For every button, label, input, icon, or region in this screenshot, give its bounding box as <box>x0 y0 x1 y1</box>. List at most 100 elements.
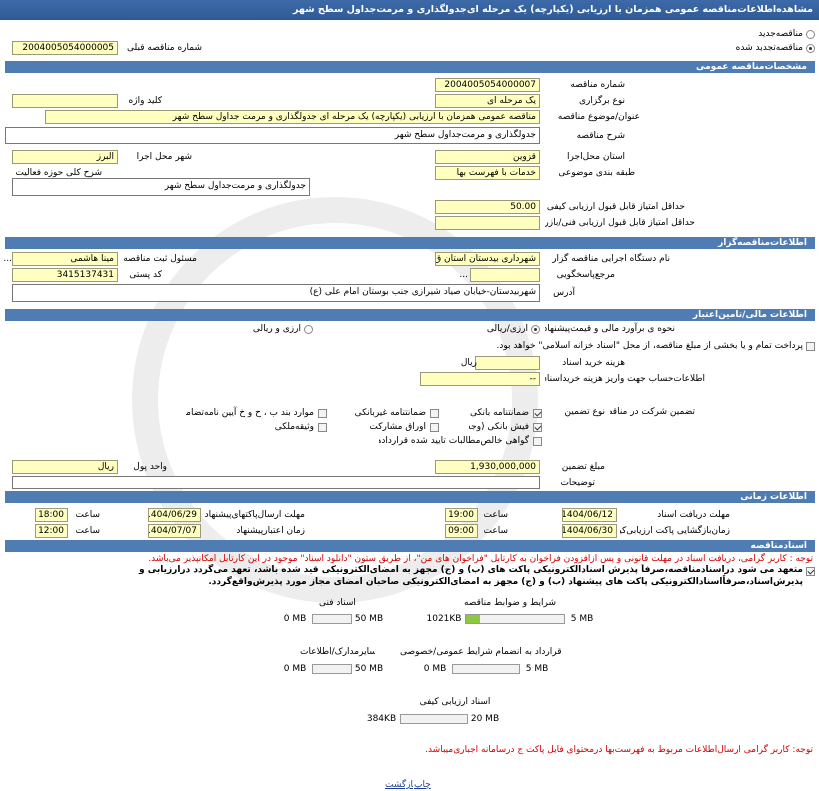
file-used: 1021KB <box>426 614 462 624</box>
field: 12:00 <box>35 524 68 538</box>
label: ساعت <box>75 526 101 536</box>
label: توضیحات <box>560 478 595 488</box>
file-bar <box>312 664 352 674</box>
checkbox <box>318 409 327 418</box>
label: پرداخت تمام و یا بخشی از مبلغ مناقصه، از… <box>496 341 803 351</box>
field: ریال <box>12 460 118 474</box>
print-link[interactable]: چاپ <box>414 780 431 790</box>
notice: توجه : کاربر گرامی، دریافت اسناد در مهلت… <box>148 554 813 564</box>
label: ریال <box>460 358 477 368</box>
commitment: متعهد می شود دراسنادمناقصه،صرفاً پذیرش ا… <box>138 565 803 587</box>
back-link[interactable]: بازگشت <box>385 780 413 790</box>
field: شهرداری بیدستان استان ق <box>435 252 540 266</box>
checkbox <box>318 423 327 432</box>
checkbox <box>430 409 439 418</box>
label: اوراق مشارکت <box>369 422 426 432</box>
field: 18:00 <box>35 508 68 522</box>
radio <box>806 44 815 53</box>
label: مسئول ثبت مناقصه <box>123 254 197 264</box>
field: مناقصه عمومی همزمان با ارزیابی (یکپارچه)… <box>45 110 540 124</box>
radio <box>304 325 313 334</box>
file-used: 384KB <box>366 714 397 724</box>
field: 2004005054000007 <box>435 78 540 92</box>
label: فیش بانکی (وجه نقد) <box>469 422 529 432</box>
section-header: مشخصات‌مناقصه عمومی <box>5 61 815 73</box>
label: نوع تضمین <box>564 407 605 417</box>
label: مبلغ تضمین <box>561 462 605 472</box>
file-max: 5 MB <box>525 664 549 674</box>
checkbox <box>533 423 542 432</box>
file-bar <box>312 614 352 624</box>
label: ساعت <box>75 510 101 520</box>
radio <box>531 325 540 334</box>
field: خدمات با فهرست بها <box>435 166 540 180</box>
label: شماره مناقصه قبلی <box>127 43 202 53</box>
label: مهلت ارسال‌پاکتهای‌پیشنهاد <box>205 510 305 520</box>
file-name: اسناد ارزیابی کیفی <box>419 697 491 707</box>
label: حداقل امتیاز قابل قبول ارزیابی کیفی <box>546 202 685 212</box>
section-header: اسنادمناقصه <box>5 540 815 552</box>
label: زمان‌بازگشایی پاکت ارزیابی‌کیفی <box>620 526 730 536</box>
field: 09:00 <box>445 524 478 538</box>
label: مهلت دریافت اسناد <box>657 510 730 520</box>
label: طبقه بندی موضوعی <box>558 168 635 178</box>
field: 1404/07/07 <box>148 524 201 538</box>
label: ... <box>459 270 468 280</box>
watermark-ring <box>132 197 538 603</box>
label: ارزی و ریالی <box>252 324 301 334</box>
label: کلید واژه <box>128 96 162 106</box>
label: اطلاعات‌حساب جهت واریز هزینه خریداسناد <box>545 374 705 384</box>
file-bar <box>452 664 520 674</box>
label: مرجع‌پاسخگویی <box>556 270 615 280</box>
label: ارزی/ریالی <box>486 324 528 334</box>
activity: جدولگذاری و مرمت‌جداول سطح شهر <box>12 178 310 196</box>
label: شهر محل اجرا <box>136 152 192 162</box>
file-name: سایرمدارک/اطلاعات <box>300 647 375 657</box>
notes <box>12 476 540 489</box>
label: زمان اعتبارپیشنهاد <box>236 526 305 536</box>
file-bar <box>400 714 468 724</box>
label: ضمانتنامه غیربانکی <box>354 408 426 418</box>
file-used: 0 MB <box>283 664 307 674</box>
radio <box>806 30 815 39</box>
label: مناقصه‌تجدید شده <box>735 43 803 53</box>
section-header: اطلاعات‌مناقصه‌گزار <box>5 237 815 249</box>
field: -- <box>420 372 540 386</box>
label: واحد پول <box>133 462 167 472</box>
file-max: 50 MB <box>354 614 384 624</box>
file-name: اسناد فنی <box>319 598 356 608</box>
field <box>470 268 540 282</box>
file-bar <box>465 614 565 624</box>
field: یک مرحله ای <box>435 94 540 108</box>
page-title: مشاهده‌اطلاعات‌مناقصه عمومی همزمان با ار… <box>0 0 819 20</box>
field: 1404/06/30 <box>562 524 617 538</box>
field: 1404/06/12 <box>562 508 617 522</box>
checkbox <box>806 342 815 351</box>
label: مناقصه‌جدید <box>758 29 803 39</box>
label: شرح مناقصه <box>576 131 625 141</box>
field: 2004005054000005 <box>12 41 118 55</box>
file-used: 0 MB <box>423 664 447 674</box>
address: شهربیدستان-خیابان صیاد شیرازی جنب بوستان… <box>12 284 540 302</box>
field <box>12 94 118 108</box>
field: قزوین <box>435 150 540 164</box>
file-used: 0 MB <box>283 614 307 624</box>
file-name: متن قرارداد به انضمام شرایط عمومی/خصوصی <box>400 647 565 657</box>
field: 50.00 <box>435 200 540 214</box>
label: شرح کلی حوزه فعالیت <box>15 168 102 178</box>
label: نام دستگاه اجرایی مناقصه گزار <box>552 254 670 264</box>
checkbox <box>533 409 542 418</box>
file-max: 20 MB <box>470 714 500 724</box>
field: 1,930,000,000 <box>435 460 540 474</box>
label: گواهی خالص‌مطالبات تایید شده قراردادها <box>379 436 529 446</box>
field <box>475 356 540 370</box>
field <box>435 216 540 230</box>
checkbox <box>533 437 542 446</box>
file-bar-fill <box>466 615 480 623</box>
label: عنوان/موضوع مناقصه <box>557 112 640 122</box>
checkbox <box>806 567 815 576</box>
label: شماره مناقصه <box>570 80 625 90</box>
field: 3415137431 <box>12 268 118 282</box>
label: ... <box>3 254 12 264</box>
